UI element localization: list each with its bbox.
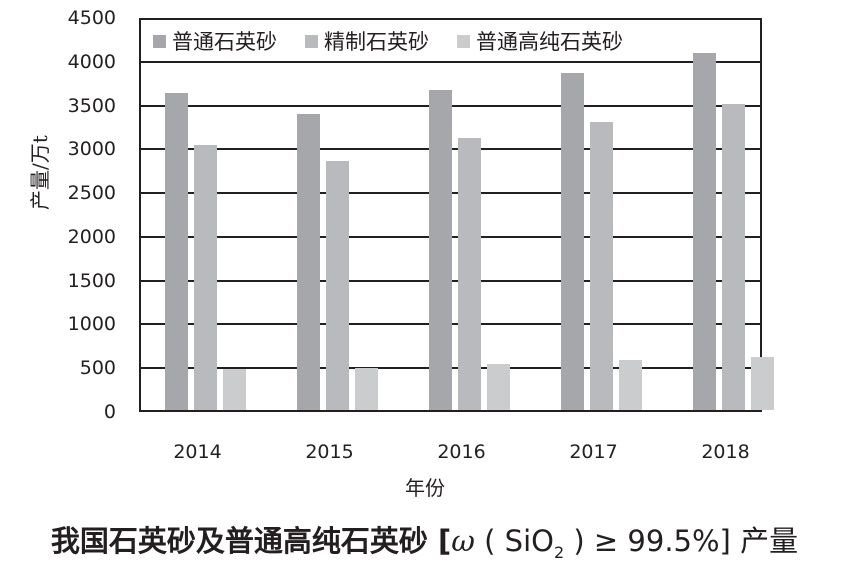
caption-close: ) ≥ 99.5%] 产量 bbox=[564, 524, 799, 558]
y-tick-label: 4500 bbox=[67, 7, 116, 29]
gridline bbox=[141, 60, 760, 63]
bar bbox=[590, 122, 613, 410]
y-tick-label: 4000 bbox=[67, 50, 116, 73]
x-axis-label: 年份 bbox=[405, 476, 445, 500]
legend-label: 普通石英砂 bbox=[172, 30, 277, 54]
plot-area: 普通石英砂 精制石英砂 普通高纯石英砂 bbox=[139, 18, 774, 412]
y-tick-label: 3500 bbox=[67, 94, 116, 117]
x-tick-label: 2015 bbox=[305, 441, 354, 463]
bar bbox=[458, 137, 481, 410]
bar bbox=[561, 73, 584, 410]
legend-item: 普通石英砂 bbox=[153, 26, 277, 56]
y-tick-label: 2000 bbox=[67, 225, 116, 248]
caption-omega: ω bbox=[451, 524, 475, 558]
caption-prefix: 我国石英砂及普通高纯石英砂 [ bbox=[50, 524, 452, 558]
legend-swatch-icon bbox=[153, 34, 166, 48]
bar bbox=[693, 53, 716, 410]
y-tick-label: 1500 bbox=[67, 269, 116, 292]
caption-open: ( Si bbox=[474, 524, 532, 558]
x-tick-label: 2017 bbox=[569, 441, 618, 463]
bar bbox=[487, 363, 510, 410]
y-tick-label: 3000 bbox=[67, 138, 116, 161]
bar bbox=[722, 103, 745, 410]
bar bbox=[165, 93, 188, 410]
bar bbox=[355, 368, 378, 410]
bar bbox=[429, 89, 452, 410]
caption-subscript: 2 bbox=[553, 542, 565, 562]
x-tick-label: 2016 bbox=[437, 441, 486, 463]
bar-chart: 0 500 1000 1500 2000 2500 3000 3500 4000 4500 普通石… bbox=[28, 7, 774, 500]
bar bbox=[326, 160, 349, 410]
legend-swatch-icon bbox=[305, 34, 318, 48]
y-tick-label: 1000 bbox=[67, 313, 116, 336]
bar bbox=[619, 360, 642, 410]
bar bbox=[223, 369, 246, 410]
legend-swatch-icon bbox=[457, 34, 470, 48]
bar bbox=[194, 144, 217, 410]
legend: 普通石英砂 精制石英砂 普通高纯石英砂 bbox=[141, 20, 760, 62]
x-tick-label: 2018 bbox=[701, 441, 750, 463]
y-axis-label: 产量/万t bbox=[28, 135, 52, 210]
legend-item: 精制石英砂 bbox=[305, 26, 429, 56]
x-tick-label: 2014 bbox=[173, 441, 222, 463]
figure-caption: 我国石英砂及普通高纯石英砂 [ω ( SiO2 ) ≥ 99.5%] 产量 bbox=[0, 518, 849, 562]
legend-label: 精制石英砂 bbox=[324, 30, 429, 54]
legend-label: 普通高纯石英砂 bbox=[476, 30, 623, 54]
caption-o: O bbox=[531, 524, 554, 558]
y-tick-label: 0 bbox=[103, 401, 116, 423]
bar bbox=[751, 356, 774, 410]
legend-item: 普通高纯石英砂 bbox=[457, 26, 623, 56]
y-tick-label: 2500 bbox=[67, 182, 116, 205]
bar bbox=[297, 114, 320, 410]
y-tick-label: 500 bbox=[79, 357, 116, 380]
